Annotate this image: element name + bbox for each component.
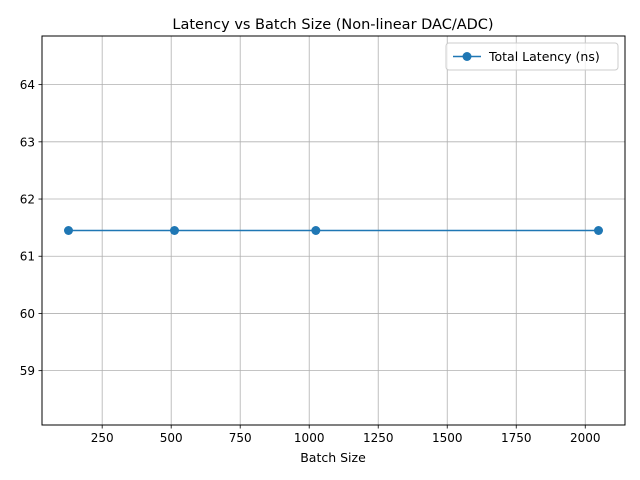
y-axis-ticks: 59 60 61 62 63 64: [20, 78, 42, 378]
x-axis-ticks: 250 500 750 1000 1250 1500 1750 2000: [91, 425, 601, 445]
x-tick-label: 250: [91, 431, 114, 445]
data-point: [170, 226, 179, 235]
series-layer: [64, 226, 603, 235]
y-tick-label: 63: [20, 135, 35, 149]
x-tick-label: 2000: [570, 431, 601, 445]
legend-marker: [462, 52, 472, 61]
data-point: [64, 226, 73, 235]
plot-area-frame: [41, 35, 626, 426]
data-point: [311, 226, 321, 235]
y-tick-label: 59: [20, 364, 35, 378]
y-tick-label: 61: [20, 250, 35, 264]
x-tick-label: 1000: [294, 431, 325, 445]
x-tick-label: 500: [160, 431, 183, 445]
y-tick-label: 62: [20, 193, 35, 207]
x-tick-label: 1250: [363, 431, 394, 445]
y-tick-label: 60: [20, 307, 35, 321]
x-tick-label: 1750: [501, 431, 532, 445]
y-tick-label: 64: [20, 78, 35, 92]
chart-title: Latency vs Batch Size (Non-linear DAC/AD…: [172, 17, 493, 33]
legend-entry-label: Total Latency (ns): [488, 49, 600, 64]
legend-box: [445, 42, 619, 71]
x-tick-label: 1500: [432, 431, 463, 445]
x-tick-label: 750: [229, 431, 252, 445]
data-point: [594, 226, 603, 235]
legend: Total Latency (ns): [445, 42, 619, 71]
x-axis-label: Batch Size: [300, 450, 366, 465]
